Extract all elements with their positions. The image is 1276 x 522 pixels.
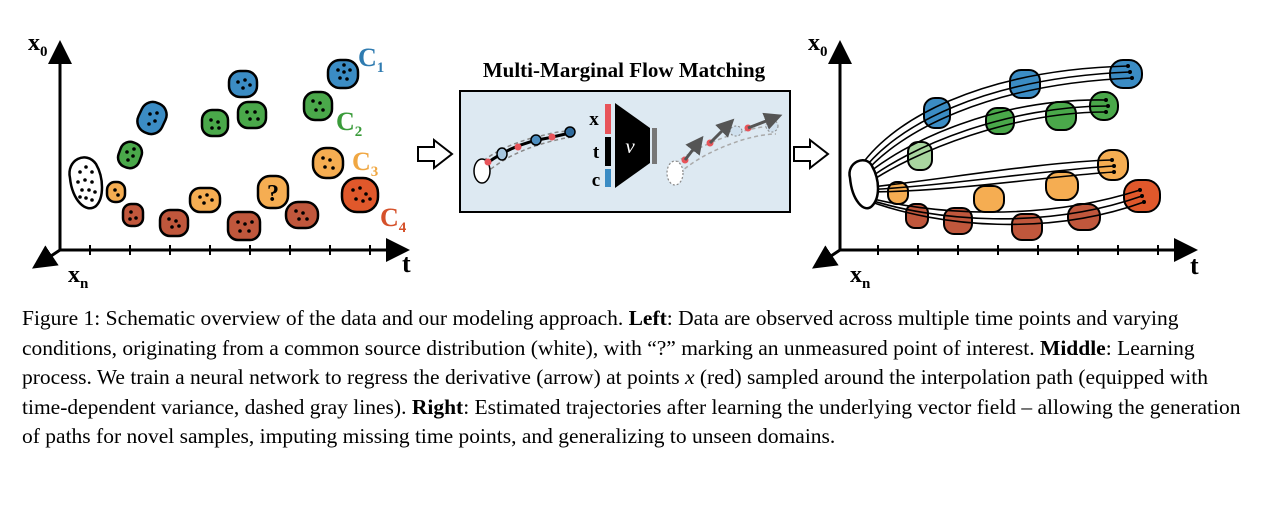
source-distribution	[68, 156, 104, 210]
input-label-c: c	[592, 170, 600, 191]
figure-1: x0 t xn	[28, 30, 1199, 292]
right-y-axis-label: x0	[808, 30, 828, 60]
left-x-ticks	[89, 245, 371, 255]
input-bar-t	[605, 137, 611, 166]
cluster-c3	[105, 146, 345, 214]
caption-left-label: Left	[628, 306, 667, 330]
neural-network: v	[615, 103, 657, 188]
figure-caption: Figure 1: Schematic overview of the data…	[22, 304, 1254, 452]
trajectory-endpoints	[1104, 64, 1146, 204]
right-axes	[812, 40, 1198, 269]
network-symbol: v	[625, 134, 635, 158]
label-c3: C3	[352, 147, 378, 180]
condition-labels: C1 C2 C3 C4	[336, 43, 407, 236]
left-x-axis-label: t	[402, 249, 411, 278]
caption-right-label: Right	[411, 394, 464, 419]
input-bar-c	[605, 169, 611, 187]
cluster-dots	[113, 63, 372, 233]
right-x-axis-label: t	[1190, 251, 1199, 280]
middle-panel: Multi-Marginal Flow Matching x t c v	[459, 58, 791, 213]
caption-prefix: Figure 1: Schematic overview of the data…	[22, 306, 629, 330]
input-label-x: x	[589, 109, 599, 130]
caption-math-x: x	[684, 365, 695, 389]
right-panel: x0 t xn	[808, 30, 1199, 292]
right-x-ticks	[877, 245, 1159, 255]
input-bar-x	[605, 104, 611, 134]
trajectory-lines	[857, 65, 1145, 226]
right-depth-axis-label: xn	[850, 262, 871, 292]
middle-title: Multi-Marginal Flow Matching	[483, 58, 766, 82]
output-bar	[652, 128, 657, 164]
caption-right-text: : Estimated trajectories after learning …	[22, 394, 1241, 449]
caption-middle-text-1: : Learning process. We train a neural ne…	[22, 335, 1195, 390]
cluster-c2	[116, 90, 334, 170]
cluster-c1	[136, 58, 360, 136]
interpolation-path	[473, 126, 576, 184]
label-c1: C1	[358, 43, 384, 76]
left-depth-axis-label: xn	[68, 262, 89, 292]
caption-middle-text-2: (red) sampled around the interpolation p…	[22, 365, 1208, 419]
flow-arrow-right	[793, 137, 830, 171]
unknown-point: ?	[256, 174, 290, 210]
flow-arrow-left	[417, 137, 454, 171]
label-c4: C4	[380, 203, 407, 236]
input-label-t: t	[593, 142, 600, 163]
label-c2: C2	[336, 107, 362, 140]
unknown-marker: ?	[267, 181, 279, 207]
left-axes	[32, 40, 410, 269]
caption-left-text: : Data are observed across multiple time…	[22, 306, 1179, 360]
cluster-c4	[121, 176, 380, 242]
right-source-distribution	[848, 159, 880, 210]
left-y-axis-label: x0	[28, 30, 48, 60]
caption-middle-label: Middle	[1040, 335, 1106, 360]
network-inputs: x t c	[589, 104, 611, 191]
left-panel: x0 t xn	[28, 30, 411, 292]
vector-field-output	[666, 112, 783, 186]
